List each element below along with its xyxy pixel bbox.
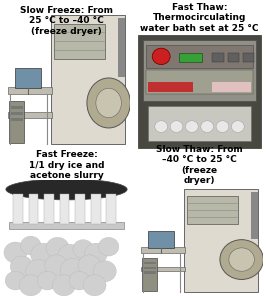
FancyBboxPatch shape [143,40,256,101]
FancyBboxPatch shape [148,106,251,141]
FancyBboxPatch shape [9,222,124,229]
Circle shape [46,237,69,258]
FancyBboxPatch shape [143,262,156,264]
FancyBboxPatch shape [138,35,261,148]
FancyBboxPatch shape [148,232,174,248]
FancyBboxPatch shape [13,194,23,224]
Circle shape [5,271,26,290]
Circle shape [87,78,130,128]
FancyBboxPatch shape [118,18,125,76]
FancyBboxPatch shape [141,247,185,253]
Circle shape [98,237,119,256]
Circle shape [216,121,229,132]
Circle shape [31,243,56,267]
Circle shape [69,271,89,290]
FancyBboxPatch shape [9,101,24,143]
FancyBboxPatch shape [179,53,202,62]
FancyBboxPatch shape [51,15,125,144]
Circle shape [4,242,27,263]
Circle shape [201,121,214,132]
FancyBboxPatch shape [142,258,157,291]
Circle shape [45,255,68,276]
FancyBboxPatch shape [10,106,23,109]
FancyBboxPatch shape [146,45,253,68]
FancyBboxPatch shape [143,267,156,269]
FancyBboxPatch shape [143,271,156,274]
Text: Fast Thaw:
Thermocirculating
water bath set at 25 °C: Fast Thaw: Thermocirculating water bath … [140,3,259,33]
Circle shape [37,271,57,290]
FancyBboxPatch shape [75,194,85,224]
Circle shape [231,121,244,132]
Circle shape [57,244,83,268]
Text: Slow Thaw: From
–40 °C to 25 °C
(freeze
dryer): Slow Thaw: From –40 °C to 25 °C (freeze … [156,145,243,185]
FancyBboxPatch shape [251,192,258,239]
FancyBboxPatch shape [54,24,105,59]
FancyBboxPatch shape [8,112,52,118]
FancyBboxPatch shape [10,118,23,121]
Ellipse shape [6,179,127,200]
Circle shape [185,121,198,132]
Circle shape [78,255,101,276]
FancyBboxPatch shape [187,196,238,224]
Circle shape [73,240,93,258]
Circle shape [26,260,51,283]
Circle shape [60,258,86,282]
Circle shape [83,275,106,296]
FancyBboxPatch shape [91,194,101,224]
FancyBboxPatch shape [184,189,258,292]
FancyBboxPatch shape [148,82,193,92]
Circle shape [19,275,42,296]
FancyBboxPatch shape [228,53,239,62]
Circle shape [10,256,33,277]
Circle shape [93,261,116,282]
FancyBboxPatch shape [44,194,54,224]
FancyBboxPatch shape [29,194,38,224]
Circle shape [220,240,263,280]
FancyBboxPatch shape [60,194,69,224]
Text: Slow Freeze: From
25 °C to –40 °C
(freeze dryer): Slow Freeze: From 25 °C to –40 °C (freez… [20,6,113,36]
Circle shape [84,243,107,264]
FancyBboxPatch shape [212,82,251,92]
FancyBboxPatch shape [146,70,253,94]
Circle shape [152,48,170,64]
Circle shape [155,121,168,132]
FancyBboxPatch shape [106,194,116,224]
FancyBboxPatch shape [8,87,52,94]
FancyBboxPatch shape [15,68,41,88]
Circle shape [229,248,254,271]
Circle shape [96,88,121,118]
Circle shape [20,236,41,255]
FancyBboxPatch shape [141,267,185,271]
Circle shape [170,121,183,132]
Circle shape [52,275,76,296]
Text: Fast Freeze:
1/1 dry ice and
acetone slurry: Fast Freeze: 1/1 dry ice and acetone slu… [29,150,104,180]
FancyBboxPatch shape [243,53,254,62]
FancyBboxPatch shape [212,53,224,62]
FancyBboxPatch shape [10,112,23,115]
